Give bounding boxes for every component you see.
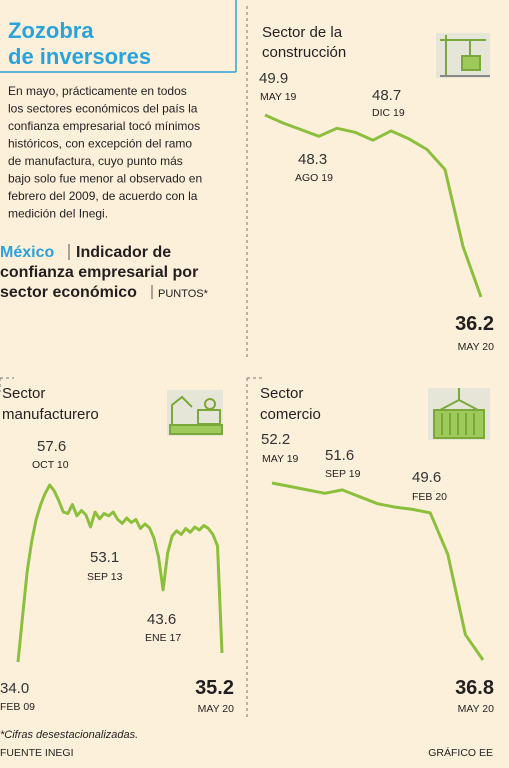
data-line bbox=[16, 483, 224, 663]
footnote: *Cifras desestacionalizadas. bbox=[0, 729, 138, 741]
subtitle: confianza empresarial por bbox=[0, 264, 198, 281]
date-label: AGO 19 bbox=[295, 172, 333, 184]
value-label: 43.6 bbox=[147, 611, 176, 628]
chart-title: Sector de la bbox=[262, 24, 343, 41]
last-value: 36.2 bbox=[455, 313, 494, 335]
value-label: 52.2 bbox=[261, 431, 290, 448]
subtitle: sector económico bbox=[0, 284, 137, 301]
date-label: ENE 17 bbox=[145, 632, 181, 644]
intro-line: bajo solo fue menor al observado en bbox=[8, 172, 202, 186]
data-line bbox=[271, 481, 485, 661]
title: de inversores bbox=[8, 44, 151, 69]
last-value: 36.8 bbox=[455, 677, 494, 699]
chart-title: Sector bbox=[260, 385, 303, 402]
chart-title: comercio bbox=[260, 406, 321, 423]
intro-line: históricos, con excepción del ramo bbox=[8, 137, 192, 151]
chart-title: Sector bbox=[2, 385, 45, 402]
chart-title: manufacturero bbox=[2, 406, 99, 423]
place: México bbox=[0, 244, 54, 261]
date-label: SEP 19 bbox=[325, 468, 361, 480]
date-label: FEB 20 bbox=[412, 491, 447, 503]
intro-line: confianza empresarial tocó mínimos bbox=[8, 119, 200, 133]
value-label: 34.0 bbox=[0, 680, 29, 697]
value-label: 48.7 bbox=[372, 87, 401, 104]
date-label: MAY 19 bbox=[260, 91, 297, 103]
intro-line: febrero del 2009, de acuerdo con la bbox=[8, 189, 198, 203]
value-label: 49.6 bbox=[412, 469, 441, 486]
intro-line: medición del Inegi. bbox=[8, 207, 108, 221]
subtitle: Indicador de bbox=[76, 244, 171, 261]
date-label: FEB 09 bbox=[0, 701, 35, 713]
last-value: 35.2 bbox=[195, 677, 234, 699]
value-label: 57.6 bbox=[37, 438, 66, 455]
container-icon bbox=[428, 388, 490, 440]
units: PUNTOS* bbox=[158, 288, 209, 300]
title: Zozobra bbox=[8, 18, 94, 43]
value-label: 49.9 bbox=[259, 70, 288, 87]
date-label: SEP 13 bbox=[87, 571, 123, 583]
date-label: MAY 20 bbox=[198, 703, 235, 715]
value-label: 48.3 bbox=[298, 151, 327, 168]
intro-line: En mayo, prácticamente en todos bbox=[8, 84, 187, 98]
date-label: MAY 20 bbox=[458, 341, 495, 353]
chart-title: construcción bbox=[262, 44, 346, 61]
intro-line: los sectores económicos del país la bbox=[8, 102, 198, 116]
factory-icon bbox=[167, 390, 223, 436]
date-label: DIC 19 bbox=[372, 107, 405, 119]
source: FUENTE INEGI bbox=[0, 747, 74, 759]
date-label: MAY 19 bbox=[262, 453, 299, 465]
data-line bbox=[264, 113, 483, 298]
credit: GRÁFICO EE bbox=[428, 746, 493, 759]
value-label: 53.1 bbox=[90, 549, 119, 566]
date-label: MAY 20 bbox=[458, 703, 495, 715]
intro: En mayo, prácticamente en todos los sect… bbox=[8, 84, 202, 221]
intro-line: de manufactura, cuyo punto más bbox=[8, 154, 183, 168]
date-label: OCT 10 bbox=[32, 459, 69, 471]
value-label: 51.6 bbox=[325, 447, 354, 464]
crane-icon bbox=[436, 33, 490, 78]
